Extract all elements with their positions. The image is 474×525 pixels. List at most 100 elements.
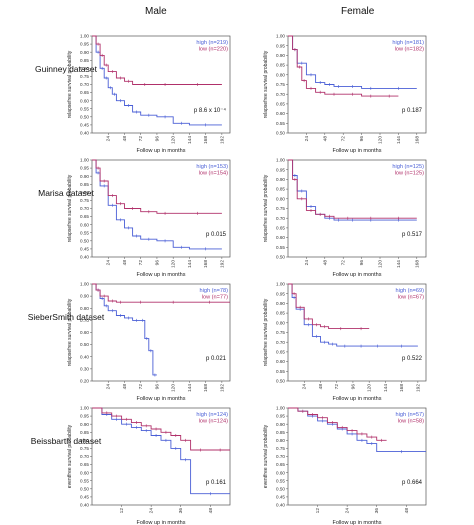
y-tick-label: 0.80 [80, 190, 89, 195]
y-tick-label: 0.65 [80, 90, 89, 95]
y-tick-label: 0.80 [80, 66, 89, 71]
x-tick-label: 24 [106, 260, 112, 266]
legend-entry: low (n=67) [398, 295, 424, 301]
y-tick-label: 0.55 [276, 121, 285, 126]
x-tick-label: 24 [345, 508, 351, 514]
y-tick-label: 1.00 [276, 34, 285, 39]
y-axis-label: relapsefree survival probability [263, 298, 269, 366]
y-axis-label: relapsefree survival probability [263, 50, 269, 118]
y-tick-label: 0.45 [80, 247, 89, 252]
y-tick-label: 0.95 [276, 291, 285, 296]
y-tick-label: 0.80 [80, 306, 89, 311]
y-tick-label: 0.50 [80, 486, 89, 491]
x-tick-label: 96 [154, 260, 160, 266]
x-tick-label: 120 [171, 136, 177, 144]
y-tick-label: 0.70 [80, 82, 89, 87]
x-tick-label: 168 [203, 260, 209, 268]
y-tick-label: 0.95 [80, 166, 89, 171]
series-line-high [92, 283, 157, 376]
y-tick-label: 0.55 [276, 369, 285, 374]
y-tick-label: 1.00 [80, 34, 89, 39]
y-tick-label: 0.90 [80, 422, 89, 427]
legend-entry: low (n=154) [199, 171, 229, 177]
chart-marisa-male: 0.40 0.45 0.50 0.55 0.60 0.65 0.70 0.75 0.80 0.85… [67, 158, 231, 278]
y-tick-label: 0.65 [276, 226, 285, 231]
x-tick-label: 48 [404, 508, 410, 514]
x-tick-label: 96 [359, 136, 365, 142]
x-tick-label: 36 [374, 508, 380, 514]
chart-marisa-female: 0.50 0.55 0.60 0.65 0.70 0.75 0.80 0.85 0.90 0.95… [263, 158, 427, 278]
series-line-low [288, 283, 370, 330]
y-tick-label: 0.50 [80, 342, 89, 347]
x-tick-label: 120 [378, 260, 384, 268]
y-tick-label: 0.45 [80, 495, 89, 500]
y-tick-label: 0.90 [80, 50, 89, 55]
y-tick-label: 0.20 [80, 379, 89, 384]
x-tick-label: 24 [106, 384, 112, 390]
y-tick-label: 1.00 [80, 406, 89, 411]
x-tick-label: 48 [322, 136, 328, 142]
x-tick-label: 24 [149, 508, 155, 514]
chart-guinney-female: 0.50 0.55 0.60 0.65 0.70 0.75 0.80 0.85 0.90 0.95… [263, 34, 427, 154]
y-tick-label: 0.80 [276, 320, 285, 325]
y-tick-label: 0.40 [80, 131, 89, 136]
p-value: p 0.021 [206, 356, 227, 362]
y-tick-label: 0.65 [80, 214, 89, 219]
x-axis-label: Follow up in months [137, 396, 186, 402]
column-title-male: Male [145, 6, 167, 17]
chart-guinney-male: 0.40 0.45 0.50 0.55 0.60 0.65 0.70 0.75 0.80 0.85… [67, 34, 231, 154]
x-tick-label: 72 [138, 384, 144, 390]
x-tick-label: 96 [350, 384, 356, 390]
x-tick-label: 12 [315, 508, 321, 514]
x-tick-label: 192 [219, 384, 225, 392]
x-tick-label: 144 [383, 384, 389, 392]
y-tick-label: 0.50 [276, 131, 285, 136]
y-tick-label: 0.55 [276, 245, 285, 250]
y-tick-label: 0.40 [80, 503, 89, 508]
y-axis-label: relapsefree survival probability [67, 298, 73, 366]
p-value: p 0.015 [206, 232, 227, 238]
legend-entry: low (n=58) [398, 419, 424, 425]
x-tick-label: 24 [106, 136, 112, 142]
x-axis-label: Follow up in months [137, 272, 186, 278]
x-tick-label: 144 [396, 136, 402, 144]
y-tick-label: 1.00 [80, 158, 89, 163]
row-label-beissbarth: Beissbarth dataset [30, 436, 102, 446]
x-tick-label: 120 [171, 260, 177, 268]
x-tick-label: 24 [304, 136, 310, 142]
y-tick-label: 0.90 [276, 53, 285, 58]
legend-entry: high (n=125) [392, 164, 424, 170]
x-axis-label: Follow up in months [333, 396, 382, 402]
y-tick-label: 0.90 [276, 422, 285, 427]
p-value: p 0.517 [402, 232, 423, 238]
x-tick-label: 72 [341, 136, 347, 142]
legend-entry: high (n=153) [196, 164, 228, 170]
y-tick-label: 0.70 [276, 340, 285, 345]
y-tick-label: 0.50 [276, 379, 285, 384]
y-tick-label: 0.50 [80, 114, 89, 119]
x-tick-label: 120 [171, 384, 177, 392]
y-tick-label: 0.75 [276, 206, 285, 211]
chart-siebersmith-female: 0.50 0.55 0.60 0.65 0.70 0.75 0.80 0.85 0.90 0.95… [263, 282, 427, 402]
legend-entry: low (n=220) [199, 47, 229, 53]
x-tick-label: 192 [219, 260, 225, 268]
y-tick-label: 0.85 [276, 63, 285, 68]
y-tick-label: 0.60 [80, 98, 89, 103]
y-tick-label: 0.60 [276, 235, 285, 240]
y-tick-label: 0.70 [80, 454, 89, 459]
p-value: p 0.664 [402, 480, 423, 486]
p-value: p 0.522 [402, 356, 423, 362]
y-tick-label: 0.70 [276, 216, 285, 221]
y-tick-label: 1.00 [276, 282, 285, 287]
chart-siebersmith-male: 0.20 0.30 0.40 0.50 0.60 0.70 0.80 0.90 1.00 24 48… [67, 282, 231, 402]
x-axis-label: Follow up in months [333, 148, 382, 154]
legend-entry: high (n=57) [396, 412, 425, 418]
x-tick-label: 72 [341, 260, 347, 266]
y-axis-label: relapsefree survival probability [263, 174, 269, 242]
y-tick-label: 0.75 [80, 198, 89, 203]
y-tick-label: 0.90 [80, 294, 89, 299]
y-tick-label: 1.00 [276, 406, 285, 411]
y-axis-label: eventfree survival probability [67, 424, 73, 488]
x-tick-label: 24 [302, 384, 308, 390]
x-axis-label: Follow up in months [333, 272, 382, 278]
